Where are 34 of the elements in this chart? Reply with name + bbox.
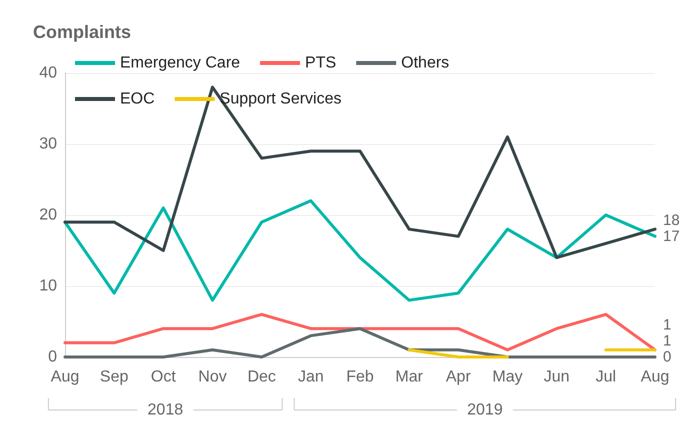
- text: 2019: [467, 402, 503, 418]
- x-tick-label: Apr: [446, 368, 472, 386]
- x-tick-label: Sep: [100, 368, 129, 386]
- x-tick-label: Jul: [596, 368, 616, 386]
- line-series: [64, 86, 656, 260]
- legend-label: PTS: [305, 54, 336, 72]
- x-tick-label: Nov: [198, 368, 227, 386]
- data-label: 1: [663, 316, 672, 334]
- y-tick-label: 20: [39, 206, 58, 224]
- x-tick-label: Feb: [346, 368, 374, 386]
- data-label: 0: [663, 348, 672, 366]
- y-tick-label: 40: [39, 64, 58, 82]
- data-label: 1: [663, 332, 672, 350]
- x-tick-label: Aug: [50, 368, 80, 386]
- y-tick-label: 0: [48, 348, 58, 366]
- x-tick-label: Jun: [544, 368, 570, 386]
- x-tick-label: May: [492, 368, 523, 386]
- legend-label: Others: [401, 54, 450, 72]
- legend-label: Emergency Care: [120, 54, 240, 72]
- legend-label: Support Services: [220, 90, 342, 108]
- x-tick-label: Dec: [247, 368, 276, 386]
- text: 2018: [148, 402, 184, 418]
- legend-label: EOC: [120, 90, 155, 108]
- data-label: 18: [663, 212, 680, 229]
- line-series: [64, 199, 656, 302]
- y-tick-label: 10: [39, 278, 58, 294]
- x-tick-label: Jan: [298, 368, 324, 386]
- data-label: 17: [663, 228, 680, 245]
- y-tick-label: 30: [39, 136, 58, 152]
- chart-title: Complaints: [33, 22, 132, 42]
- line-series: [64, 312, 656, 352]
- x-tick-label: Aug: [640, 368, 670, 386]
- x-tick-label: Oct: [150, 368, 176, 386]
- x-tick-label: Mar: [395, 368, 424, 386]
